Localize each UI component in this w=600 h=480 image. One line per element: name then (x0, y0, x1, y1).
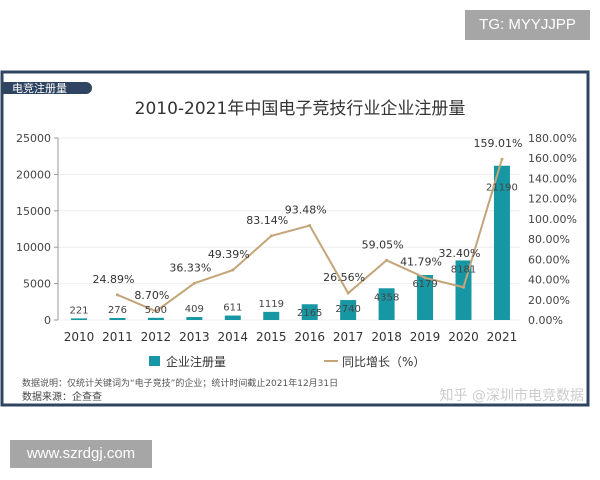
y-right-tick-label: 160.00% (528, 152, 577, 165)
bar (378, 288, 395, 320)
bar (263, 311, 280, 320)
watermark-top: TG: MYYJJPP (465, 10, 590, 40)
growth-value-label: 41.79% (400, 256, 442, 269)
tag-label: 电竞注册量 (12, 81, 67, 95)
x-tick-label: 2010 (64, 330, 95, 344)
growth-point (500, 157, 504, 161)
legend-bar-swatch (149, 356, 160, 366)
growth-value-label: 24.89% (92, 273, 134, 286)
growth-point (154, 309, 158, 313)
bar-value-label: 6179 (412, 279, 437, 290)
legend-bar-label: 企业注册量 (166, 354, 226, 369)
growth-point (269, 234, 273, 238)
chart-title: 2010-2021年中国电子竞技行业企业注册量 (135, 99, 466, 119)
bar-value-label: 2740 (335, 304, 360, 315)
bar (109, 317, 126, 320)
y-right-tick-label: 120.00% (528, 193, 577, 206)
y-left-tick-label: 15000 (16, 205, 51, 218)
y-left-tick-label: 10000 (16, 241, 51, 254)
growth-value-label: 93.48% (285, 203, 327, 216)
bar (224, 315, 241, 320)
growth-point (231, 268, 235, 272)
growth-value-label: 49.39% (208, 248, 250, 261)
growth-value-label: 159.01% (473, 137, 522, 150)
legend-line-label: 同比增长（%） (342, 355, 425, 369)
x-tick-label: 2012 (141, 330, 172, 344)
x-tick-label: 2020 (448, 330, 479, 344)
growth-value-label: 36.33% (169, 261, 211, 274)
growth-value-label: 26.56% (323, 271, 365, 284)
y-left-tick-label: 5000 (23, 278, 51, 291)
y-right-tick-label: 20.00% (528, 294, 570, 307)
bar-value-label: 611 (223, 303, 242, 314)
x-tick-label: 2017 (333, 330, 364, 344)
x-tick-label: 2019 (410, 330, 441, 344)
chart-frame (0, 70, 590, 407)
growth-value-label: 8.70% (134, 289, 169, 302)
x-tick-label: 2018 (371, 330, 402, 344)
data-note: 数据说明：仅统计关键词为“电子竞技”的企业；统计时间截止2021年12月31日 (22, 377, 338, 389)
y-right-tick-label: 60.00% (528, 253, 570, 266)
growth-point (192, 281, 196, 285)
bar (417, 275, 434, 320)
watermark-bottom: www.szrdgj.com (10, 440, 152, 468)
y-left-tick-label: 20000 (16, 168, 51, 181)
bar-value-label: 221 (69, 305, 88, 316)
y-right-tick-label: 140.00% (528, 172, 577, 185)
growth-value-label: 83.14% (246, 214, 288, 227)
y-right-tick-label: 40.00% (528, 274, 570, 287)
x-tick-label: 2016 (294, 330, 325, 344)
y-right-tick-label: 180.00% (528, 132, 577, 145)
bar (301, 304, 318, 320)
bar (186, 317, 203, 320)
growth-point (115, 293, 119, 297)
bar-value-label: 409 (185, 304, 204, 315)
bar (493, 165, 510, 320)
y-left-tick-label: 0 (44, 314, 51, 327)
x-tick-label: 2011 (102, 330, 133, 344)
y-right-tick-label: 100.00% (528, 213, 577, 226)
y-right-tick-label: 80.00% (528, 233, 570, 246)
bar-value-label: 5.00 (145, 305, 167, 316)
x-tick-label: 2021 (487, 330, 518, 344)
y-right-tick-label: 0.00% (528, 314, 563, 327)
bar-value-label: 21190 (486, 183, 518, 194)
growth-point (308, 223, 312, 227)
bar (147, 317, 164, 320)
bar-value-label: 2165 (297, 308, 322, 319)
bar (71, 318, 87, 320)
tag-background (3, 82, 92, 94)
bar-value-label: 4358 (374, 292, 399, 303)
x-tick-label: 2014 (218, 330, 249, 344)
growth-value-label: 32.40% (439, 247, 481, 260)
y-left-tick-label: 25000 (16, 132, 51, 145)
growth-point (462, 285, 465, 289)
growth-point (385, 258, 389, 262)
bar-value-label: 276 (108, 305, 127, 316)
x-tick-label: 2015 (256, 330, 287, 344)
x-tick-label: 2013 (179, 330, 210, 344)
growth-point (346, 291, 350, 295)
growth-value-label: 59.05% (362, 238, 404, 251)
bar-value-label: 1119 (259, 299, 284, 310)
bar (340, 300, 357, 320)
data-source: 数据来源：企查查 (22, 390, 102, 403)
bar-value-label: 8181 (451, 264, 476, 275)
growth-point (423, 276, 427, 280)
zhihu-watermark: 知乎 @深圳市电竞数据 (440, 387, 584, 404)
